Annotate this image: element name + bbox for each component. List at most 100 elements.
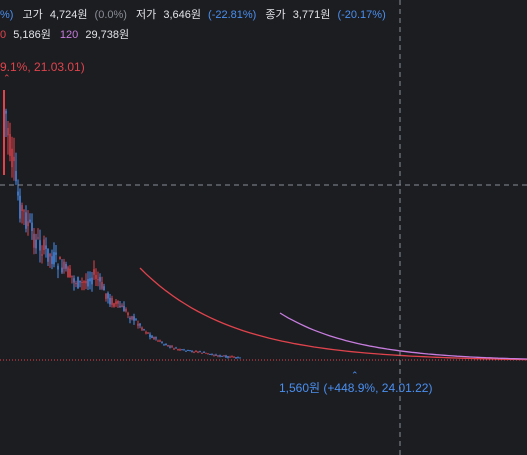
candle-body	[121, 305, 123, 308]
candle-body	[161, 342, 163, 344]
candle-body	[85, 280, 87, 284]
ma120-value: 29,738원	[85, 29, 130, 41]
candle-body	[137, 323, 139, 326]
candle-body	[35, 239, 37, 249]
candle-body	[55, 252, 57, 255]
candle-body	[73, 278, 75, 283]
candle-body	[107, 293, 109, 299]
low-pct: (-22.81%)	[208, 9, 257, 21]
candle-body	[31, 222, 33, 231]
candle-body	[143, 329, 145, 331]
candle-body	[175, 347, 177, 349]
candle-body	[165, 344, 167, 346]
candle-body	[181, 349, 183, 351]
candle-body	[207, 353, 209, 355]
candle-body	[11, 148, 13, 168]
candle-body	[99, 277, 101, 282]
candle-body	[93, 269, 95, 275]
high-marker-glyph: ⌃	[3, 73, 11, 83]
candle-body	[225, 355, 227, 358]
candle-body	[215, 354, 217, 356]
candle-body	[15, 170, 17, 182]
close-label: 종가	[265, 9, 286, 21]
ma60-fragment: 0	[0, 29, 7, 41]
candle-body	[189, 350, 191, 352]
candle-body	[139, 323, 141, 326]
candle-body	[145, 332, 147, 334]
low-price-annotation: 1,560원 (+448.9%, 24.01.22)	[279, 381, 433, 395]
candle-body	[53, 252, 55, 265]
candle-body	[25, 212, 27, 229]
candle-body	[29, 219, 31, 222]
candle-body	[177, 349, 179, 351]
candle-body	[19, 195, 21, 219]
candle-body	[173, 348, 175, 350]
candle-body	[157, 340, 159, 342]
candle-body	[221, 355, 223, 357]
high-value: 4,724원	[49, 9, 88, 21]
candle-body	[21, 205, 23, 211]
candle-body	[39, 240, 41, 251]
candle-body	[229, 356, 231, 358]
candle-body	[197, 351, 199, 353]
candle-body	[223, 355, 225, 357]
candle-body	[113, 303, 115, 307]
candle-body	[89, 278, 91, 282]
candle-body	[81, 281, 83, 283]
candle-body	[69, 268, 71, 277]
high-pct: (0.0%)	[94, 9, 127, 21]
candle-body	[205, 352, 207, 354]
ohlc-legend: %) 고가 4,724원 (0.0%) 저가 3,646원 (-22.81%) …	[0, 6, 390, 22]
candle-body	[67, 267, 69, 278]
candle-body	[131, 316, 133, 320]
candle-body	[167, 344, 169, 347]
low-marker-glyph: ⌃	[351, 370, 359, 380]
candle-body	[159, 340, 161, 342]
low-label: 저가	[136, 9, 157, 21]
candle-body	[209, 353, 211, 355]
candle-body	[155, 337, 157, 339]
candle-body	[75, 282, 77, 285]
high-label: 고가	[22, 9, 43, 21]
candle-body	[71, 275, 73, 277]
candle-body	[213, 355, 215, 357]
candle-body	[185, 350, 187, 352]
candle-body	[49, 253, 51, 257]
candle-body	[231, 356, 233, 358]
candle-body	[179, 349, 181, 351]
candle-body	[47, 248, 49, 262]
close-value: 3,771원	[292, 9, 331, 21]
candle-body	[105, 293, 107, 299]
candle-body	[103, 286, 105, 291]
candle-body	[237, 357, 239, 359]
candle-body	[7, 128, 9, 136]
candle-body	[129, 318, 131, 320]
close-pct: (-20.17%)	[337, 9, 386, 21]
candle-body	[63, 261, 65, 269]
candle-body	[17, 191, 19, 196]
open-pct-fragment: %)	[0, 9, 14, 21]
candle-body	[43, 239, 45, 251]
candle-body	[57, 265, 59, 270]
candle-body	[217, 355, 219, 357]
candle-body	[133, 316, 135, 321]
candle-body	[23, 210, 25, 212]
candle-body	[151, 336, 153, 338]
candle-body	[51, 256, 53, 264]
candle-body	[27, 221, 29, 227]
candle-body	[61, 267, 63, 273]
candle-body	[79, 280, 81, 283]
candle-body	[169, 346, 171, 348]
candle-body	[87, 279, 89, 287]
candle-body	[91, 277, 93, 285]
candle-body	[83, 281, 85, 283]
candle-body	[13, 156, 15, 162]
candle-body	[201, 352, 203, 354]
ma60-value: 5,186원	[13, 29, 51, 41]
candle-body	[77, 277, 79, 289]
candle-body	[193, 351, 195, 353]
low-value: 3,646원	[163, 9, 201, 21]
candle-body	[109, 297, 111, 305]
